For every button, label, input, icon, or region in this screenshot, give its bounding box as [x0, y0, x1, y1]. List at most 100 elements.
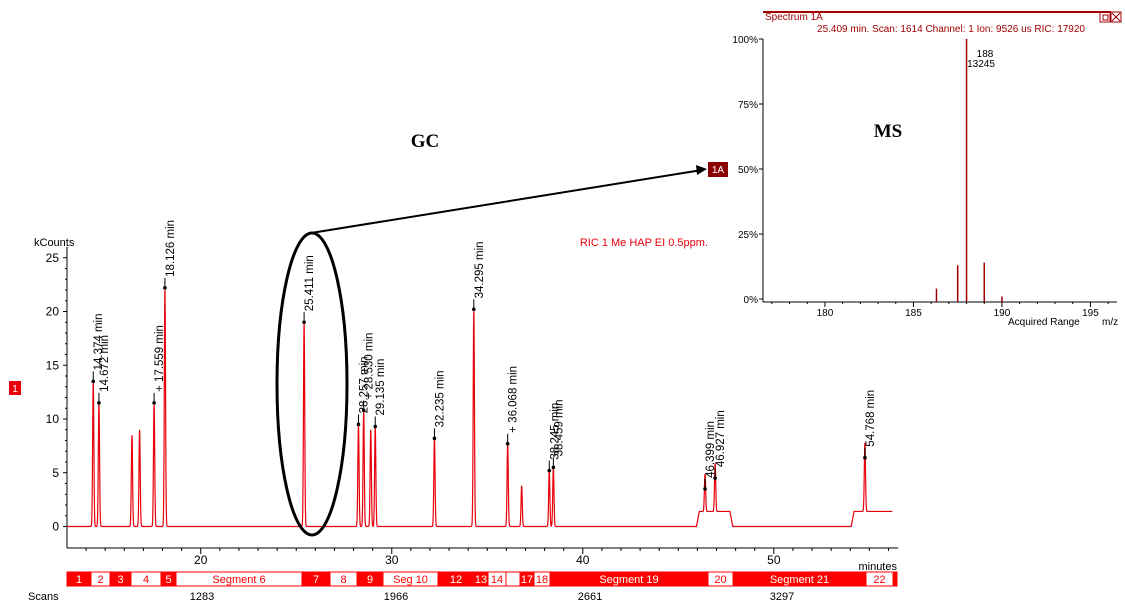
peak-label: 38.459 min — [553, 399, 565, 456]
ms-x-tick-label: 190 — [994, 308, 1011, 319]
segment-cell — [892, 571, 898, 587]
ms-y-tick-label: 0% — [744, 295, 759, 306]
spectrum-marker[interactable] — [708, 162, 728, 177]
segment-label: 5 — [165, 574, 171, 586]
gc-y-tick-label: 15 — [46, 358, 60, 372]
ms-x-tick-label: 180 — [817, 308, 834, 319]
peak-apex-marker — [547, 468, 552, 473]
gc-x-tick-label: 50 — [767, 553, 781, 567]
segment-label: 4 — [143, 574, 149, 586]
peak-apex-marker — [302, 320, 306, 325]
peak-label: + 36.068 min — [508, 366, 520, 433]
segment-label: Segment 19 — [599, 574, 658, 586]
close-icon[interactable] — [1110, 11, 1122, 23]
segment-label: 20 — [714, 574, 726, 586]
segment-label: Segment 21 — [770, 574, 829, 586]
peak-label: 46.399 min — [705, 421, 717, 478]
peak-apex-marker — [152, 401, 156, 405]
peak-apex-marker — [505, 441, 510, 446]
trace-badge-bg[interactable] — [9, 381, 21, 395]
peak-apex-marker — [863, 455, 867, 460]
peak-label: 25.411 min — [304, 255, 316, 311]
arrow-line — [310, 169, 703, 234]
ms-y-tick-label: 75% — [738, 100, 758, 111]
peak-apex-marker — [713, 476, 717, 480]
peak-apex-marker — [361, 408, 366, 413]
scan-number: 3297 — [770, 591, 794, 600]
segment-label: 8 — [340, 574, 346, 586]
peak-label: 29.135 min — [375, 359, 387, 416]
segment-label: 2 — [97, 574, 103, 586]
segment-label: 17 — [521, 574, 533, 586]
segment-label: 13 — [475, 574, 487, 586]
ms-title: Spectrum 1A — [765, 12, 823, 23]
scans-label: Scans — [28, 591, 59, 600]
peak-label: 34.295 min — [474, 241, 486, 298]
segment-label: 9 — [367, 574, 373, 586]
peak-label: 14.374 min — [93, 313, 105, 370]
ms-y-tick-label: 50% — [738, 165, 758, 176]
segment-label: 18 — [536, 574, 548, 586]
gc-y-tick-label: 5 — [52, 466, 59, 480]
gc-x-tick-label: 30 — [385, 553, 399, 567]
gc-y-unit: kCounts — [34, 237, 75, 249]
ms-label: MS — [874, 121, 903, 142]
segment-label: Seg 10 — [393, 574, 428, 586]
ms-x-unit: m/z — [1102, 317, 1118, 328]
ms-x-tick-label: 185 — [905, 308, 922, 319]
gc-trace-line — [67, 289, 893, 528]
gc-x-unit: minutes — [858, 561, 897, 573]
scan-number: 2661 — [578, 591, 602, 600]
scan-number: 1966 — [384, 591, 408, 600]
ms-title-rule — [763, 11, 1111, 13]
peak-label: 28.257 min — [358, 356, 370, 413]
peak-apex-marker — [356, 422, 361, 427]
peak-label: 38.245 min — [549, 403, 561, 460]
gc-x-tick-label: 20 — [194, 553, 208, 567]
peak-label: + 17.559 min — [154, 325, 166, 392]
peak-apex-marker — [373, 424, 378, 429]
segment-label: 22 — [873, 574, 885, 586]
peak-apex-marker — [163, 286, 167, 290]
ms-panel-bg — [762, 8, 1120, 333]
peak-apex-marker — [432, 436, 437, 441]
restore-icon[interactable] — [1099, 11, 1111, 23]
ms-info: 25.409 min. Scan: 1614 Channel: 1 Ion: 9… — [817, 24, 1085, 35]
peak-label: 14.672 min — [99, 335, 111, 392]
ms-x-tick-label: 195 — [1082, 308, 1099, 319]
ms-y-tick-label: 100% — [732, 35, 758, 46]
peak-apex-marker — [472, 307, 476, 312]
peak-label: 46.927 min — [715, 410, 727, 467]
ms-y-tick-label: 25% — [738, 230, 758, 241]
segment-label: 14 — [491, 574, 503, 586]
gc-legend: RIC 1 Me HAP EI 0.5ppm. — [580, 237, 708, 249]
spectrum-marker-label: 1A — [712, 165, 725, 176]
segment-label: 3 — [117, 574, 123, 586]
segment-label: 12 — [450, 574, 462, 586]
scan-number: 1283 — [190, 591, 214, 600]
ms-peak-mz: 188 — [977, 49, 994, 60]
segment-label: 7 — [313, 574, 319, 586]
ms-x-caption: Acquired Range — [1008, 317, 1080, 328]
peak-label: 54.768 min — [865, 390, 877, 447]
gc-y-tick-label: 25 — [46, 251, 60, 265]
peak-apex-marker — [703, 487, 707, 491]
peak-apex-marker — [551, 465, 556, 470]
segment-cell — [505, 571, 521, 587]
gc-label: GC — [411, 131, 440, 152]
segment-bar: 1 2 3 4 5 Segment 6 7 8 9 Seg 10 12 13 14 17 18 Segment… — [66, 571, 898, 587]
segment-label: Segment 6 — [212, 574, 265, 586]
peak-label: 32.235 min — [434, 370, 446, 427]
segment-label: 1 — [76, 574, 82, 586]
gc-y-tick-label: 0 — [52, 520, 59, 534]
peak-label: 18.126 min — [165, 220, 177, 277]
arrow-head — [696, 165, 707, 175]
peak-apex-marker — [97, 401, 101, 405]
gc-y-tick-label: 10 — [46, 412, 60, 426]
peak-apex-marker — [91, 379, 96, 384]
peak-label: + 28.530 min — [364, 333, 376, 400]
ms-peak-counts: 13245 — [967, 59, 995, 70]
gc-y-tick-label: 20 — [46, 305, 60, 319]
